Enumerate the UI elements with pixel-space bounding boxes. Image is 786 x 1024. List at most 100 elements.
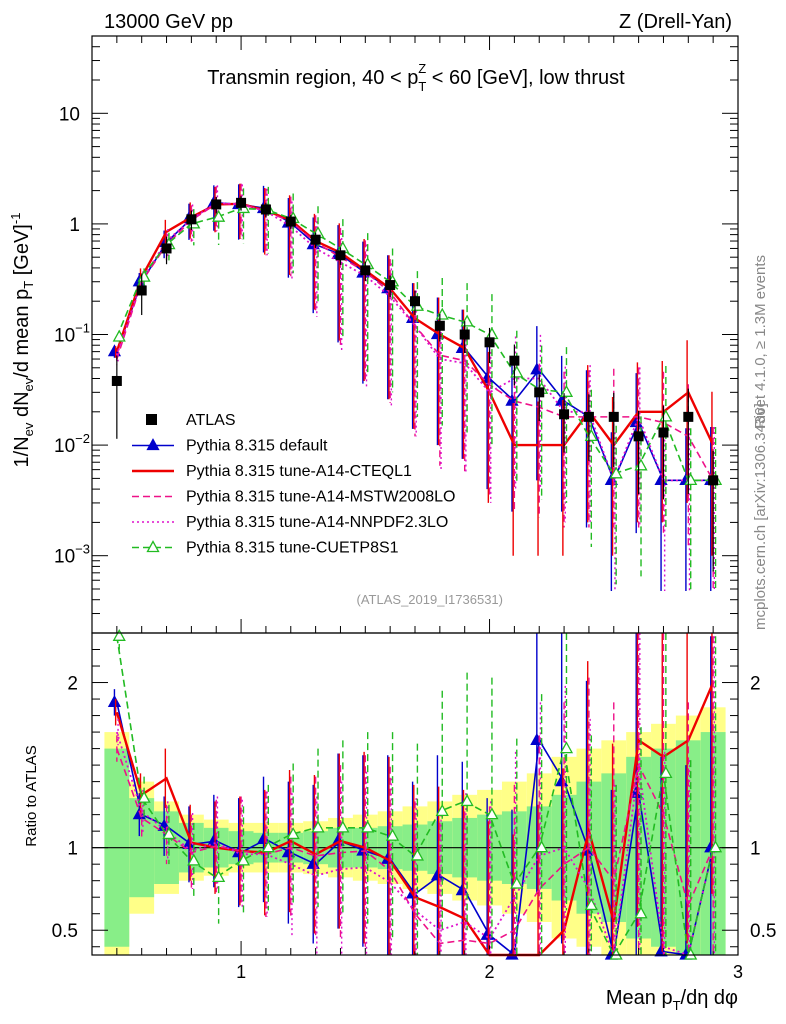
data-point <box>633 431 644 442</box>
data-point <box>559 409 570 420</box>
y-axis-main-label: 1/Nev dNev/d mean pT [GeV]-1 <box>8 213 36 468</box>
legend-marker-4 <box>146 540 160 553</box>
data-point <box>360 265 371 276</box>
y-tick-label-ratio-right: 0.5 <box>750 921 776 942</box>
ratio-marker <box>559 741 574 754</box>
data-point <box>459 329 470 340</box>
data-point <box>434 320 445 331</box>
legend-label-1: Pythia 8.315 tune-A14-CTEQL1 <box>186 463 412 480</box>
series-marker <box>559 384 574 397</box>
x-tick-label: 1 <box>236 962 246 982</box>
data-point <box>583 411 594 422</box>
ratio-marker <box>485 807 499 820</box>
ratio-marker <box>236 853 251 866</box>
data-point <box>534 387 545 398</box>
ratio-marker <box>311 820 325 833</box>
analysis-id-label: (ATLAS_2019_I1736531) <box>357 592 503 607</box>
ratio-marker <box>261 840 275 853</box>
ratio-marker <box>107 695 122 708</box>
ratio-marker <box>659 766 673 779</box>
y-tick-label-ratio-right: 1 <box>750 839 761 860</box>
y-tick-label-main: 10−2 <box>54 431 90 457</box>
ratio-marker <box>460 794 474 807</box>
y-tick-label-main: 10−1 <box>54 321 90 347</box>
ratio-marker <box>435 803 449 816</box>
ratio-band-inner <box>700 732 726 955</box>
legend: ATLAS Pythia 8.315 default Pythia 8.315 tu… <box>132 412 455 557</box>
series-line-3 <box>115 201 714 483</box>
y-tick-label-main: 10 <box>59 104 80 125</box>
data-point <box>410 296 420 307</box>
chart-title: Transmin region, 40 < pTZ < 60 [GeV], lo… <box>207 61 625 94</box>
ratio-marker <box>708 840 723 853</box>
y-tick-label-ratio: 0.5 <box>52 921 78 942</box>
ratio-marker <box>584 898 598 911</box>
ratio-marker <box>112 628 126 641</box>
y-tick-label-ratio: 2 <box>67 674 78 695</box>
data-point <box>658 427 669 438</box>
data-point <box>236 197 247 208</box>
x-tick-label: 2 <box>485 962 495 982</box>
legend-marker-0 <box>146 438 160 451</box>
x-tick-label: 3 <box>733 962 743 982</box>
rivet-version-label: Rivet 4.1.0, ≥ 1.3M events <box>752 255 769 429</box>
series-marker <box>505 393 519 406</box>
ratio-marker <box>162 827 176 840</box>
ratio-marker <box>336 820 350 833</box>
data-point <box>186 214 197 225</box>
data-point <box>385 280 396 291</box>
ratio-marker <box>385 828 400 841</box>
ratio-series-group <box>107 628 723 960</box>
data-point <box>136 285 147 296</box>
legend-label-atlas: ATLAS <box>186 412 236 429</box>
main-data-group <box>111 196 719 572</box>
ratio-marker <box>609 947 623 960</box>
ratio-panel-frame <box>91 632 739 956</box>
ratio-marker <box>207 833 221 846</box>
x-axis-label: Mean pT/dη dφ <box>606 987 738 1013</box>
data-point <box>683 411 694 422</box>
series-marker <box>112 329 126 342</box>
data-point <box>211 199 222 210</box>
chart-title-pre: Transmin region, 40 < p <box>207 67 418 89</box>
y-tick-label-main: 10−3 <box>54 542 90 568</box>
y-tick-label-ratio-right: 2 <box>750 674 761 695</box>
data-point <box>161 243 172 254</box>
data-point <box>608 411 619 422</box>
legend-label-2: Pythia 8.315 tune-A14-MSTW2008LO <box>186 489 455 506</box>
series-marker <box>212 209 226 222</box>
ratio-marker <box>187 853 201 866</box>
ratio-marker <box>634 906 648 919</box>
series-marker <box>485 327 499 340</box>
legend-marker-atlas <box>146 414 157 425</box>
y-tick-label-main: 1 <box>69 215 80 236</box>
ratio-marker <box>137 790 151 803</box>
legend-label-4: Pythia 8.315 tune-CUETP8S1 <box>186 540 399 557</box>
ratio-marker <box>510 876 524 889</box>
data-point <box>335 250 346 261</box>
ratio-marker <box>410 848 424 861</box>
y-axis-ratio-label: Ratio to ATLAS <box>23 745 40 846</box>
mcplots-label: mcplots.cern.ch [arXiv:1306.3436] <box>752 403 769 630</box>
series-marker <box>609 466 623 479</box>
y-tick-label-ratio: 1 <box>67 839 78 860</box>
ratio-marker <box>430 868 445 881</box>
ratio-marker <box>535 840 549 853</box>
data-point <box>260 204 271 215</box>
ratio-marker <box>684 947 698 960</box>
chart-title-post: < 60 [GeV], low thrust <box>426 67 625 89</box>
legend-label-0: Pythia 8.315 default <box>186 438 328 455</box>
chart-title-sub: T <box>418 79 426 94</box>
data-point <box>111 375 122 386</box>
chart-title-sup: Z <box>418 61 426 76</box>
data-point <box>708 475 719 486</box>
data-point <box>285 216 296 227</box>
legend-label-3: Pythia 8.315 tune-A14-NNPDF2.3LO <box>186 514 448 531</box>
ratio-marker <box>286 827 300 840</box>
header-energy-label: 13000 GeV pp <box>104 11 233 33</box>
header-process-label: Z (Drell-Yan) <box>619 11 732 33</box>
data-point <box>484 337 495 348</box>
data-point <box>509 355 520 366</box>
ratio-marker <box>212 870 226 883</box>
